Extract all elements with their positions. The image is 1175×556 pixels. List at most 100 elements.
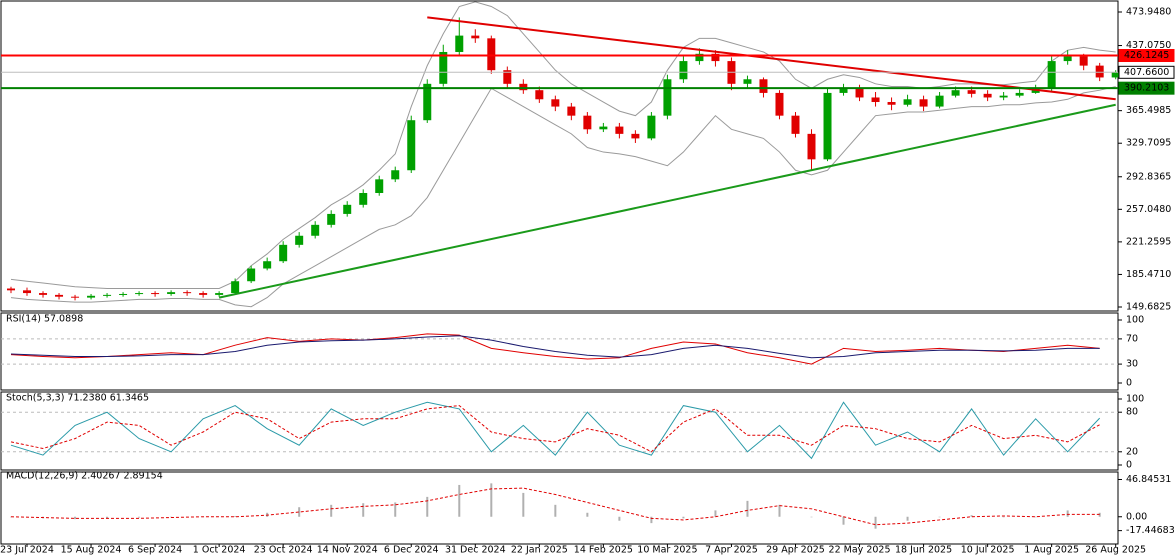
candle-body	[807, 133, 816, 160]
y-tick-label: -17.44683	[1126, 525, 1175, 536]
x-tick-label: 1 Oct 2024	[193, 545, 246, 556]
histogram-bar	[938, 516, 941, 518]
x-tick-label: 18 Jun 2025	[895, 545, 952, 556]
histogram-bar	[426, 496, 429, 517]
histogram-bar	[554, 504, 557, 517]
x-tick-label: 23 Oct 2024	[254, 545, 313, 556]
x-tick-label: 29 Apr 2025	[766, 545, 825, 556]
histogram-bar	[842, 516, 845, 525]
candle-body	[55, 294, 64, 297]
candle-body	[295, 235, 304, 245]
y-tick-label: 185.4710	[1126, 269, 1171, 280]
candle-body	[887, 102, 896, 105]
x-tick-label: 14 Nov 2024	[317, 545, 378, 556]
histogram-bar	[394, 502, 397, 517]
histogram-bar	[970, 515, 973, 517]
histogram-bar	[714, 510, 717, 517]
candle-body	[759, 79, 768, 93]
indicator-line	[10, 335, 1100, 359]
histogram-bar	[170, 516, 173, 518]
candle-body	[679, 61, 688, 80]
indicator-line	[10, 401, 1101, 460]
y-tick-label: 100	[1126, 315, 1144, 326]
candle-body	[695, 53, 704, 62]
price-level-label: 407.6600	[1124, 67, 1169, 78]
candle-body	[343, 204, 352, 214]
candle-body	[791, 115, 800, 134]
candle-body	[391, 170, 400, 180]
candle-body	[519, 83, 528, 91]
main-panel-frame	[0, 0, 1119, 312]
candle-body	[983, 93, 992, 98]
bollinger-band	[10, 86, 1116, 308]
histogram-bar	[810, 516, 813, 518]
x-tick-label: 15 Aug 2024	[61, 545, 122, 556]
histogram-bar	[138, 516, 141, 518]
trend-line	[427, 16, 1116, 101]
candle-body	[903, 99, 912, 105]
candle-body	[279, 244, 288, 262]
y-tick-label: 0.00	[1126, 511, 1147, 522]
histogram-bar	[458, 484, 461, 517]
candle-body	[1063, 56, 1072, 62]
x-tick-label: 6 Sep 2024	[128, 545, 182, 556]
histogram-bar	[74, 516, 77, 520]
candle-body	[663, 79, 672, 116]
trend-line	[218, 103, 1116, 299]
candle-body	[375, 179, 384, 193]
candle-body	[1095, 65, 1104, 78]
bollinger-band	[10, 1, 1116, 290]
histogram-bar	[362, 503, 365, 517]
candle-body	[999, 95, 1008, 98]
histogram-bar	[586, 512, 589, 517]
y-tick-label: 46.84531	[1126, 474, 1171, 485]
histogram-bar	[106, 516, 109, 519]
y-tick-label: 80	[1126, 407, 1138, 418]
price-level-box	[1118, 65, 1175, 79]
candle-body	[599, 126, 608, 130]
y-tick-label: 100	[1126, 394, 1144, 405]
y-tick-label: 0	[1126, 378, 1132, 389]
candle-body	[151, 293, 160, 295]
candle-body	[567, 106, 576, 116]
candle-body	[471, 35, 480, 39]
candle-body	[247, 268, 256, 282]
candle-body	[967, 90, 976, 94]
x-tick-label: 6 Dec 2024	[384, 545, 439, 556]
candle-body	[775, 92, 784, 116]
candle-body	[263, 261, 272, 269]
candle-body	[535, 90, 544, 100]
y-tick-label: 30	[1126, 359, 1138, 370]
histogram-bar	[330, 504, 333, 517]
candle-body	[199, 293, 208, 295]
candle-body	[87, 295, 96, 298]
indicator-line	[10, 487, 1100, 526]
candle-body	[359, 192, 368, 205]
x-tick-label: 1 Aug 2025	[1024, 545, 1079, 556]
histogram-bar	[298, 507, 301, 517]
price-level-label: 390.2103	[1124, 83, 1169, 94]
candle-body	[871, 97, 880, 103]
histogram-bar	[874, 516, 877, 529]
candle-body	[823, 92, 832, 160]
candle-body	[503, 70, 512, 84]
candle-body	[1111, 72, 1120, 78]
histogram-bar	[618, 516, 621, 521]
macd-panel-frame	[0, 471, 1119, 545]
histogram-bar	[1034, 516, 1037, 518]
candle-body	[551, 99, 560, 107]
histogram-bar	[778, 504, 781, 517]
candle-body	[71, 296, 80, 298]
histogram-bar	[1002, 516, 1005, 518]
candle-body	[423, 83, 432, 121]
x-tick-label: 23 Jul 2024	[0, 545, 54, 556]
x-tick-label: 31 Dec 2024	[445, 545, 506, 556]
panel-title: Stoch(5,3,3) 71.2380 61.3465	[6, 393, 149, 404]
y-tick-label: 329.7095	[1126, 138, 1171, 149]
candle-body	[583, 115, 592, 130]
candle-body	[7, 288, 15, 291]
candle-body	[487, 38, 496, 71]
price-level-box	[1118, 81, 1175, 95]
candle-body	[39, 293, 48, 295]
